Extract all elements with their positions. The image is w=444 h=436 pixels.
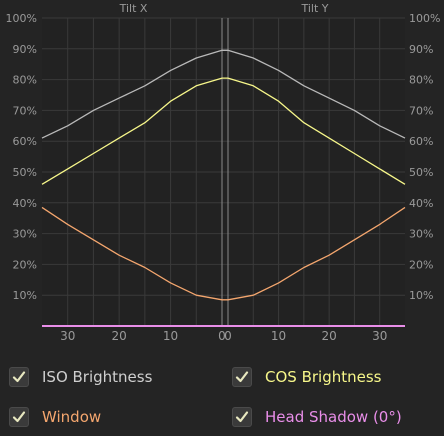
y-tick-label-left: 50%	[13, 166, 37, 179]
y-tick-label-left: 90%	[13, 43, 37, 56]
y-tick-label-right: 20%	[409, 258, 433, 271]
y-tick-label-left: 80%	[13, 74, 37, 87]
y-tick-label-left: 30%	[13, 228, 37, 241]
checkmark-icon	[12, 411, 26, 423]
y-tick-label-right: 40%	[409, 197, 433, 210]
y-tick-label-left: 10%	[13, 289, 37, 302]
x-tick-label-tilt-y: 0	[224, 329, 232, 343]
y-tick-label-left: 20%	[13, 258, 37, 271]
x-tick-label-tilt-x: 10	[163, 329, 178, 343]
legend-label-cos-brightness: COS Brightness	[265, 368, 382, 386]
checkmark-icon	[235, 411, 249, 423]
y-tick-label-right: 30%	[409, 228, 433, 241]
y-tick-label-right: 100%	[409, 12, 440, 25]
x-tick-label-tilt-x: 20	[112, 329, 127, 343]
panel-title-tilt-y: Tilt Y	[300, 2, 328, 15]
cos-brightness-checkbox[interactable]	[232, 367, 252, 387]
iso-brightness-checkbox[interactable]	[9, 367, 29, 387]
x-tick-label-tilt-y: 10	[271, 329, 286, 343]
y-tick-label-right: 80%	[409, 74, 433, 87]
x-tick-label-tilt-y: 30	[372, 329, 387, 343]
legend-item-cos-brightness[interactable]: COS Brightness	[232, 366, 381, 388]
y-tick-label-right: 50%	[409, 166, 433, 179]
legend-label-window: Window	[42, 408, 102, 426]
legend-item-window[interactable]: Window	[9, 406, 101, 428]
y-tick-label-left: 40%	[13, 197, 37, 210]
window-checkbox[interactable]	[9, 407, 29, 427]
legend-item-head-shadow[interactable]: Head Shadow (0°)	[232, 406, 402, 428]
y-tick-label-left: 70%	[13, 104, 37, 117]
y-tick-label-right: 70%	[409, 104, 433, 117]
series-line-cos	[41, 77, 406, 185]
head-shadow-checkbox[interactable]	[232, 407, 252, 427]
x-tick-label-tilt-x: 30	[60, 329, 75, 343]
y-tick-label-left: 60%	[13, 135, 37, 148]
legend-label-head-shadow: Head Shadow (0°)	[265, 408, 402, 426]
checkmark-icon	[12, 371, 26, 383]
legend-item-iso-brightness[interactable]: ISO Brightness	[9, 366, 152, 388]
checkmark-icon	[235, 371, 249, 383]
x-tick-label-tilt-y: 20	[322, 329, 337, 343]
brightness-chart: 10% 10% 20% 20% 30% 30% 40% 40% 50% 50% 60% 60% 70% 7…	[6, 2, 441, 343]
panel-title-tilt-x: Tilt X	[119, 2, 148, 15]
legend-label-iso-brightness: ISO Brightness	[42, 368, 153, 386]
y-tick-label-right: 90%	[409, 43, 433, 56]
y-tick-label-left: 100%	[6, 12, 37, 25]
x-tick-label-tilt-x: 0	[218, 329, 226, 343]
y-tick-label-right: 60%	[409, 135, 433, 148]
y-tick-label-right: 10%	[409, 289, 433, 302]
series-line-window	[41, 206, 406, 301]
series-line-iso	[41, 49, 406, 139]
